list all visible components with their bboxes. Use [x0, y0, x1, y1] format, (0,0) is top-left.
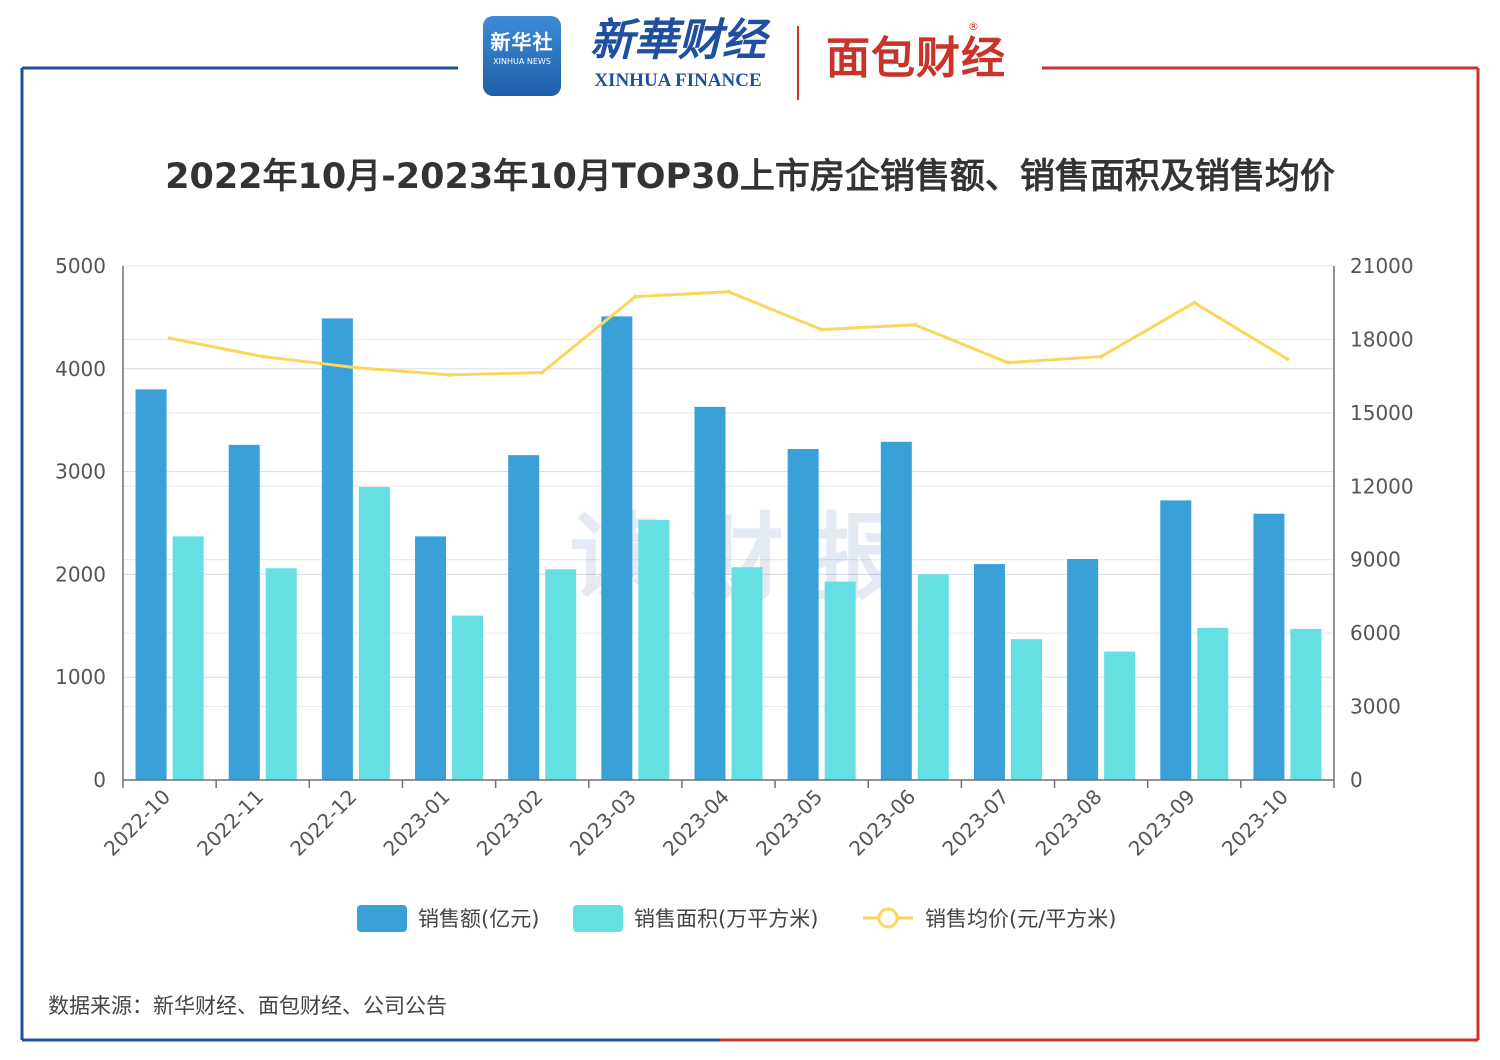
right-tick-label: 15000 [1350, 401, 1414, 425]
source-note: 数据来源：新华财经、面包财经、公司公告 [48, 994, 447, 1018]
xinhua-badge-en: XINHUA NEWS [493, 57, 551, 66]
bar-sales-area [172, 536, 204, 780]
bar-sales-area [917, 574, 949, 780]
bar-sales-area [1290, 628, 1322, 780]
legend-swatch-avg-price-marker [877, 907, 899, 929]
mianbao-finance-logo: 面包财经 [826, 33, 1006, 84]
x-tick-label: 2023-08 [1031, 785, 1107, 861]
point-avg-price [912, 322, 917, 327]
bar-sales-area [452, 615, 484, 780]
bar-sales-amount [228, 444, 260, 780]
point-avg-price [1285, 357, 1290, 362]
x-tick-label: 2023-03 [565, 785, 641, 861]
xinhua-finance-logo: 新華财经 XINHUA FINANCE [578, 12, 778, 102]
left-tick-label: 2000 [55, 562, 106, 586]
x-tick-label: 2023-06 [844, 785, 920, 861]
legend-label-sales-area: 销售面积(万平方米) [634, 907, 818, 931]
logo-separator [797, 26, 799, 100]
bar-sales-area [545, 569, 577, 780]
point-avg-price [1192, 300, 1197, 305]
point-avg-price [167, 336, 172, 341]
bar-sales-amount [1253, 513, 1285, 780]
bar-sales-area [1010, 639, 1042, 780]
right-tick-label: 0 [1350, 768, 1363, 792]
bar-sales-area [824, 581, 856, 780]
bar-sales-area [265, 568, 297, 780]
bar-sales-amount [508, 455, 540, 780]
bar-sales-amount [787, 448, 819, 780]
legend-swatch-sales-area [573, 905, 623, 932]
chart-title: 2022年10月-2023年10月TOP30上市房企销售额、销售面积及销售均价 [165, 157, 1335, 197]
bar-sales-area [638, 519, 670, 780]
right-tick-label: 12000 [1350, 474, 1414, 498]
right-tick-label: 6000 [1350, 621, 1401, 645]
point-avg-price [819, 327, 824, 332]
right-tick-label: 21000 [1350, 254, 1414, 278]
point-avg-price [353, 365, 358, 370]
bar-sales-amount [973, 564, 1005, 780]
bar-sales-area [358, 487, 390, 780]
point-avg-price [726, 289, 731, 294]
left-tick-label: 3000 [55, 460, 106, 484]
left-tick-label: 0 [93, 768, 106, 792]
legend-label-avg-price: 销售均价(元/平方米) [925, 907, 1116, 931]
point-avg-price [1099, 354, 1104, 359]
xinhua-finance-en: XINHUA FINANCE [594, 70, 762, 91]
point-avg-price [260, 354, 265, 359]
right-tick-label: 3000 [1350, 695, 1401, 719]
bars [135, 316, 1322, 780]
bar-sales-area [731, 567, 763, 780]
legend-swatch-sales-amount [357, 905, 407, 932]
point-avg-price [447, 372, 452, 377]
bar-sales-amount [601, 316, 633, 780]
legend-label-sales-amount: 销售额(亿元) [418, 907, 539, 931]
bar-sales-amount [415, 536, 447, 780]
x-tick-label: 2023-02 [472, 785, 548, 861]
x-tick-label: 2023-04 [658, 785, 734, 861]
legend: 销售额(亿元) 销售面积(万平方米) 销售均价(元/平方米) [357, 905, 1116, 932]
x-tick-label: 2023-09 [1124, 785, 1200, 861]
gridlines [123, 265, 1334, 708]
bar-sales-area [1104, 651, 1136, 780]
xinhua-news-logo: 新华社 XINHUA NEWS [483, 16, 561, 96]
bar-sales-amount [1067, 558, 1099, 780]
right-tick-label: 9000 [1350, 548, 1401, 572]
bar-sales-amount [694, 406, 726, 780]
left-tick-label: 5000 [55, 254, 106, 278]
x-tick-label: 2023-10 [1217, 785, 1293, 861]
right-tick-label: 18000 [1350, 327, 1414, 351]
point-avg-price [1005, 360, 1010, 365]
bar-sales-amount [880, 441, 912, 780]
header-logos: 新华社 XINHUA NEWS 新華财经 XINHUA FINANCE 面包财经… [0, 0, 1500, 110]
x-tick-label: 2022-12 [285, 785, 361, 861]
left-tick-label: 1000 [55, 665, 106, 689]
bar-sales-area [1197, 627, 1229, 780]
point-avg-price [540, 370, 545, 375]
xinhua-badge-cn: 新华社 [490, 30, 554, 54]
avg-price-line [167, 289, 1290, 377]
x-tick-label: 2022-10 [99, 785, 175, 861]
left-tick-label: 4000 [55, 357, 106, 381]
x-tick-label: 2023-07 [937, 785, 1013, 861]
bar-sales-amount [1160, 500, 1192, 780]
bar-sales-amount [321, 318, 353, 780]
point-avg-price [633, 294, 638, 299]
x-tick-label: 2023-05 [751, 785, 827, 861]
registered-mark: ® [968, 20, 979, 33]
xinhua-finance-cn: 新華财经 [590, 15, 766, 66]
x-tick-label: 2023-01 [379, 785, 455, 861]
bar-sales-amount [135, 389, 167, 780]
x-tick-label: 2022-11 [192, 785, 268, 861]
